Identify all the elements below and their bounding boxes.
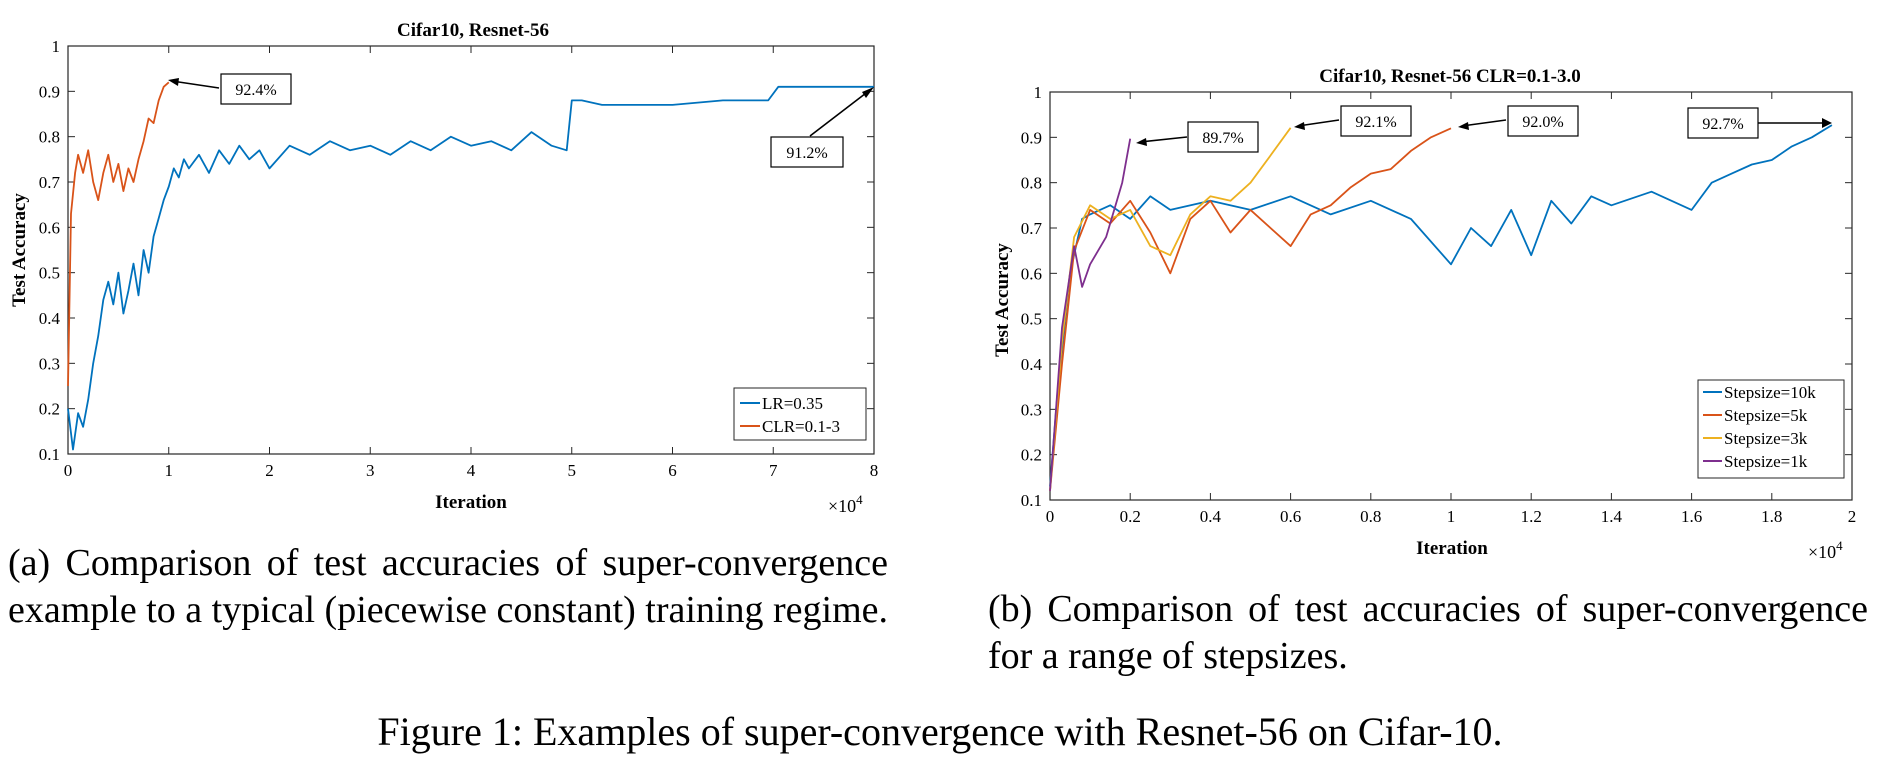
y-tick-label: 0.9 — [1021, 128, 1042, 147]
series-line-stepsize-10k — [1049, 124, 1833, 487]
series-line-clr-0-1-3 — [67, 81, 170, 387]
x-tick-label: 1.6 — [1681, 507, 1702, 526]
y-tick-label: 0.2 — [39, 400, 60, 419]
y-tick-label: 0.3 — [1021, 400, 1042, 419]
legend-b-3k: Stepsize=3k — [1724, 429, 1808, 448]
chart-a-ylabel: Test Accuracy — [9, 193, 30, 307]
chart-b-legend-box — [1697, 379, 1845, 479]
annotation-92-7-arrowhead — [1822, 118, 1832, 128]
chart-b-title: Cifar10, Resnet-56 CLR=0.1-3.0 — [1319, 66, 1580, 87]
legend-b-1k: Stepsize=1k — [1724, 452, 1808, 471]
y-tick-label: 0.4 — [1021, 355, 1043, 374]
x-tick-label: 1.4 — [1601, 507, 1623, 526]
annotation-92-1-arrowhead — [1294, 122, 1305, 130]
legend-a-lr: LR=0.35 — [762, 394, 823, 413]
y-tick-label: 0.4 — [39, 309, 61, 328]
x-tick-label: 0.4 — [1200, 507, 1222, 526]
chart-b: Cifar10, Resnet-56 CLR=0.1-3.0 0 0.2 0.4 0.… — [992, 66, 1856, 562]
x-tick-label: 6 — [668, 461, 677, 480]
annotation-89-7: 89.7% — [1202, 130, 1243, 147]
x-tick-label: 3 — [366, 461, 375, 480]
x-tick-label: 1.8 — [1761, 507, 1782, 526]
x-tick-label: 0 — [64, 461, 73, 480]
annotation-92-4-box — [220, 73, 292, 105]
y-tick-label: 0.6 — [39, 218, 60, 237]
x-tick-label: 2 — [265, 461, 274, 480]
y-tick-label: 0.6 — [1021, 264, 1042, 283]
chart-a-xlabel: Iteration — [435, 492, 507, 513]
y-tick-label: 0.1 — [39, 445, 60, 464]
legend-b-5k: Stepsize=5k — [1724, 406, 1808, 425]
x-tick-label: 0.8 — [1360, 507, 1381, 526]
legend-a-clr: CLR=0.1-3 — [762, 417, 840, 436]
annotation-91-2: 91.2% — [786, 145, 827, 162]
series-line-stepsize-3k — [1049, 127, 1292, 491]
y-tick-label: 0.8 — [1021, 174, 1042, 193]
annotation-92-4-arrowhead — [168, 78, 179, 86]
chart-a-legend: LR=0.35 CLR=0.1-3 — [733, 387, 867, 441]
y-tick-label: 0.5 — [39, 264, 60, 283]
x-tick-label: 7 — [769, 461, 778, 480]
annotation-92-4-arrow — [171, 80, 220, 89]
x-tick-label: 1 — [1447, 507, 1456, 526]
series-line-stepsize-1k — [1049, 138, 1132, 491]
legend-b-10k: Stepsize=10k — [1724, 383, 1816, 402]
x-tick-label: 0 — [1046, 507, 1055, 526]
x-tick-label: 8 — [870, 461, 879, 480]
y-tick-label: 0.2 — [1021, 446, 1042, 465]
annotation-92-1: 92.1% — [1355, 114, 1396, 131]
series-line-stepsize-5k — [1049, 127, 1452, 491]
y-tick-label: 0.7 — [1021, 219, 1043, 238]
annotation-92-0-arrowhead — [1458, 122, 1469, 130]
y-tick-label: 1 — [52, 37, 61, 56]
x-tick-label: 0.2 — [1120, 507, 1141, 526]
x-tick-label: 0.6 — [1280, 507, 1301, 526]
chart-a-title: Cifar10, Resnet-56 — [397, 20, 549, 41]
chart-a-legend-box — [733, 387, 867, 441]
y-tick-label: 0.3 — [39, 354, 60, 373]
y-tick-label: 0.7 — [39, 173, 61, 192]
annotation-89-7-arrow — [1139, 136, 1188, 143]
annotation-92-4: 92.4% — [235, 82, 276, 99]
chart-a-axes: 0 1 2 3 4 5 6 7 8 0.1 0.2 0.3 0.4 0.5 0.6 0.7 0.8 0.9 1 — [39, 37, 879, 480]
chart-b-series — [1049, 124, 1833, 491]
annotation-91-2-arrow — [809, 89, 871, 137]
series-line-lr-0-35 — [67, 85, 874, 451]
x-tick-label: 1 — [165, 461, 174, 480]
x-tick-label: 1.2 — [1521, 507, 1542, 526]
chart-b-legend: Stepsize=10k Stepsize=5k Stepsize=3k Ste… — [1697, 379, 1845, 479]
chart-b-axes: 0 0.2 0.4 0.6 0.8 1 1.2 1.4 1.6 1.8 2 0.1 0.2 0.3 0.4 0… — [1021, 83, 1857, 526]
annotation-92-7: 92.7% — [1702, 116, 1743, 133]
annotation-92-1-box — [1340, 105, 1412, 137]
y-tick-label: 0.5 — [1021, 310, 1042, 329]
annotation-92-0-arrow — [1461, 119, 1507, 127]
annotation-92-0-box — [1507, 105, 1579, 137]
annotation-92-1-arrow — [1297, 119, 1340, 127]
annotation-89-7-box — [1187, 121, 1259, 153]
chart-b-x-multiplier: ×104 — [1808, 538, 1843, 562]
annotation-92-0: 92.0% — [1522, 114, 1563, 131]
y-tick-label: 1 — [1034, 83, 1043, 102]
chart-a-x-multiplier: ×104 — [828, 492, 863, 516]
chart-b-xlabel: Iteration — [1416, 538, 1488, 559]
y-tick-label: 0.9 — [39, 82, 60, 101]
annotation-89-7-arrowhead — [1136, 138, 1147, 146]
y-tick-label: 0.8 — [39, 128, 60, 147]
y-tick-label: 0.1 — [1021, 491, 1042, 510]
x-tick-label: 2 — [1848, 507, 1857, 526]
annotation-91-2-arrowhead — [862, 87, 874, 98]
x-tick-label: 5 — [568, 461, 577, 480]
chart-a: Cifar10, Resnet-56 0 1 2 3 4 5 6 7 8 0.1 0.2 0.3 0.4… — [9, 20, 878, 516]
annotation-91-2-box — [770, 136, 844, 168]
caption-a: (a) Comparison of test accuracies of sup… — [8, 542, 888, 631]
x-tick-label: 4 — [467, 461, 476, 480]
caption-b: (b) Comparison of test accuracies of sup… — [988, 588, 1868, 677]
chart-a-series — [67, 81, 874, 451]
figure-caption: Figure 1: Examples of super-convergence … — [377, 709, 1503, 754]
annotation-92-7-box — [1687, 107, 1759, 139]
chart-b-ylabel: Test Accuracy — [992, 243, 1013, 357]
